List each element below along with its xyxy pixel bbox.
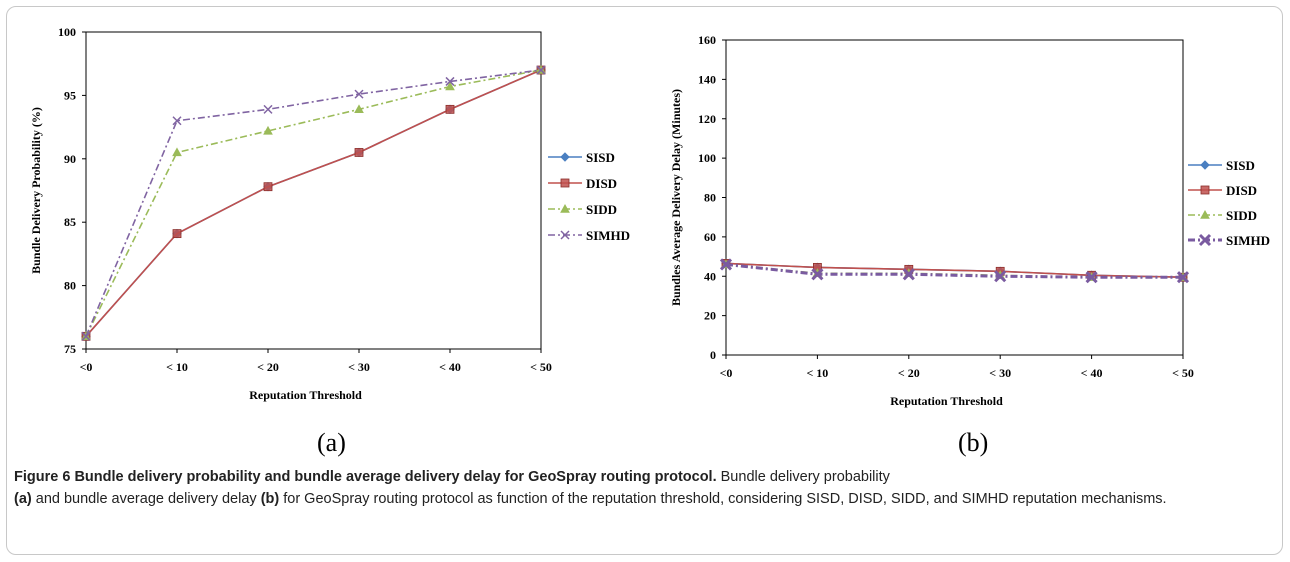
a-point-disd-40 <box>445 104 455 114</box>
a-point-disd-30 <box>354 148 364 157</box>
panel-label-a: (a) <box>317 428 346 457</box>
b-point-simhd-40 <box>1085 271 1098 284</box>
a-series-line-disd <box>85 69 542 337</box>
a-ytick-label-100: 100 <box>58 25 76 39</box>
a-xtick-label-0: <0 <box>80 360 93 374</box>
b-ytick-label-140: 140 <box>698 72 716 86</box>
b-legend-label-disd: DISD <box>1226 183 1257 198</box>
a-legend-label-sidd: SIDD <box>586 202 617 217</box>
panel-label-b: (b) <box>958 428 989 457</box>
a-point-disd-20 <box>263 182 273 192</box>
b-ytick-label-40: 40 <box>704 269 716 283</box>
a-legend-marker-disd <box>560 178 570 188</box>
a-xtick-label-30: < 30 <box>348 360 370 374</box>
b-legend-marker-sidd <box>1200 209 1210 219</box>
b-ytick-label-60: 60 <box>704 230 716 244</box>
caption-body-3: for GeoSpray routing protocol as functio… <box>283 491 1167 507</box>
a-legend-label-sisd: SISD <box>586 150 615 165</box>
b-x-axis-label: Reputation Threshold <box>890 394 1003 408</box>
a-xtick-label-50: < 50 <box>530 360 552 374</box>
a-ytick-label-80: 80 <box>64 279 76 293</box>
b-ytick-label-20: 20 <box>704 309 716 323</box>
a-point-simhd-0 <box>81 331 91 341</box>
a-point-simhd-50 <box>536 65 546 75</box>
b-ytick-label-80: 80 <box>704 191 716 205</box>
b-legend-marker-disd <box>1200 185 1210 195</box>
b-xtick-label-20: < 20 <box>898 366 920 380</box>
a-ytick-label-75: 75 <box>64 342 76 356</box>
a-legend-label-disd: DISD <box>586 176 617 191</box>
b-point-simhd-50 <box>1176 271 1190 284</box>
caption-body-2: and bundle average delivery delay <box>35 491 257 507</box>
a-point-disd-10 <box>172 229 182 239</box>
a-point-simhd-40 <box>445 76 455 86</box>
caption-title: Bundle delivery probability and bundle a… <box>74 469 717 485</box>
a-point-simhd-30 <box>354 89 364 99</box>
a-legend-marker-sisd <box>560 152 570 162</box>
a-point-sidd-40 <box>445 81 455 91</box>
a-x-axis-label: Reputation Threshold <box>249 388 362 402</box>
b-series-line-simhd <box>725 262 1183 279</box>
b-ytick-label-160: 160 <box>698 33 716 47</box>
a-series-line-simhd <box>85 69 542 337</box>
b-xtick-label-50: < 50 <box>1172 366 1194 380</box>
a-xtick-label-40: < 40 <box>439 360 461 374</box>
a-ytick-label-95: 95 <box>64 88 76 102</box>
a-xtick-label-10: < 10 <box>166 360 188 374</box>
figure-frame <box>6 6 1283 555</box>
b-y-axis-label: Bundles Average Delivery Delay (Minutes) <box>669 89 683 306</box>
b-xtick-label-30: < 30 <box>989 366 1011 380</box>
a-point-sidd-20 <box>263 125 273 135</box>
a-point-simhd-10 <box>172 116 182 126</box>
b-legend-label-sisd: SISD <box>1226 158 1255 173</box>
b-ytick-label-100: 100 <box>698 151 716 165</box>
a-legend-label-simhd: SIMHD <box>586 228 630 243</box>
a-point-sidd-30 <box>354 104 364 114</box>
a-legend-marker-sidd <box>560 203 570 213</box>
b-plot-area <box>725 39 1184 356</box>
a-plot-area <box>85 31 542 350</box>
a-point-sidd-10 <box>172 147 182 157</box>
b-legend-label-simhd: SIMHD <box>1226 233 1270 248</box>
a-legend-marker-simhd <box>560 230 570 240</box>
a-ytick-label-90: 90 <box>64 152 76 166</box>
b-point-simhd-0 <box>719 258 733 271</box>
caption-body-1: Bundle delivery probability <box>720 469 890 485</box>
b-series-line-disd <box>725 262 1184 279</box>
caption-ref-b: (b) <box>260 491 280 507</box>
b-legend-marker-simhd <box>1198 233 1212 247</box>
b-xtick-label-0: <0 <box>720 366 733 380</box>
b-ytick-label-0: 0 <box>710 348 716 362</box>
b-xtick-label-40: < 40 <box>1081 366 1103 380</box>
b-xtick-label-10: < 10 <box>806 366 828 380</box>
a-y-axis-label: Bundle Delivery Probability (%) <box>29 107 43 274</box>
a-series-line-sidd <box>85 69 542 337</box>
b-legend-label-sidd: SIDD <box>1226 208 1257 223</box>
a-point-simhd-20 <box>263 104 273 114</box>
b-point-simhd-20 <box>902 268 915 281</box>
figure-caption: Figure 6 Bundle delivery probability and… <box>14 466 1274 510</box>
b-point-simhd-30 <box>994 270 1007 283</box>
b-point-simhd-10 <box>811 268 824 281</box>
caption-ref-a: (a) <box>14 491 32 507</box>
b-legend-marker-sisd <box>1200 160 1210 170</box>
caption-figure-label: Figure 6 <box>14 469 71 485</box>
a-xtick-label-20: < 20 <box>257 360 279 374</box>
a-ytick-label-85: 85 <box>64 215 76 229</box>
b-ytick-label-120: 120 <box>698 112 716 126</box>
